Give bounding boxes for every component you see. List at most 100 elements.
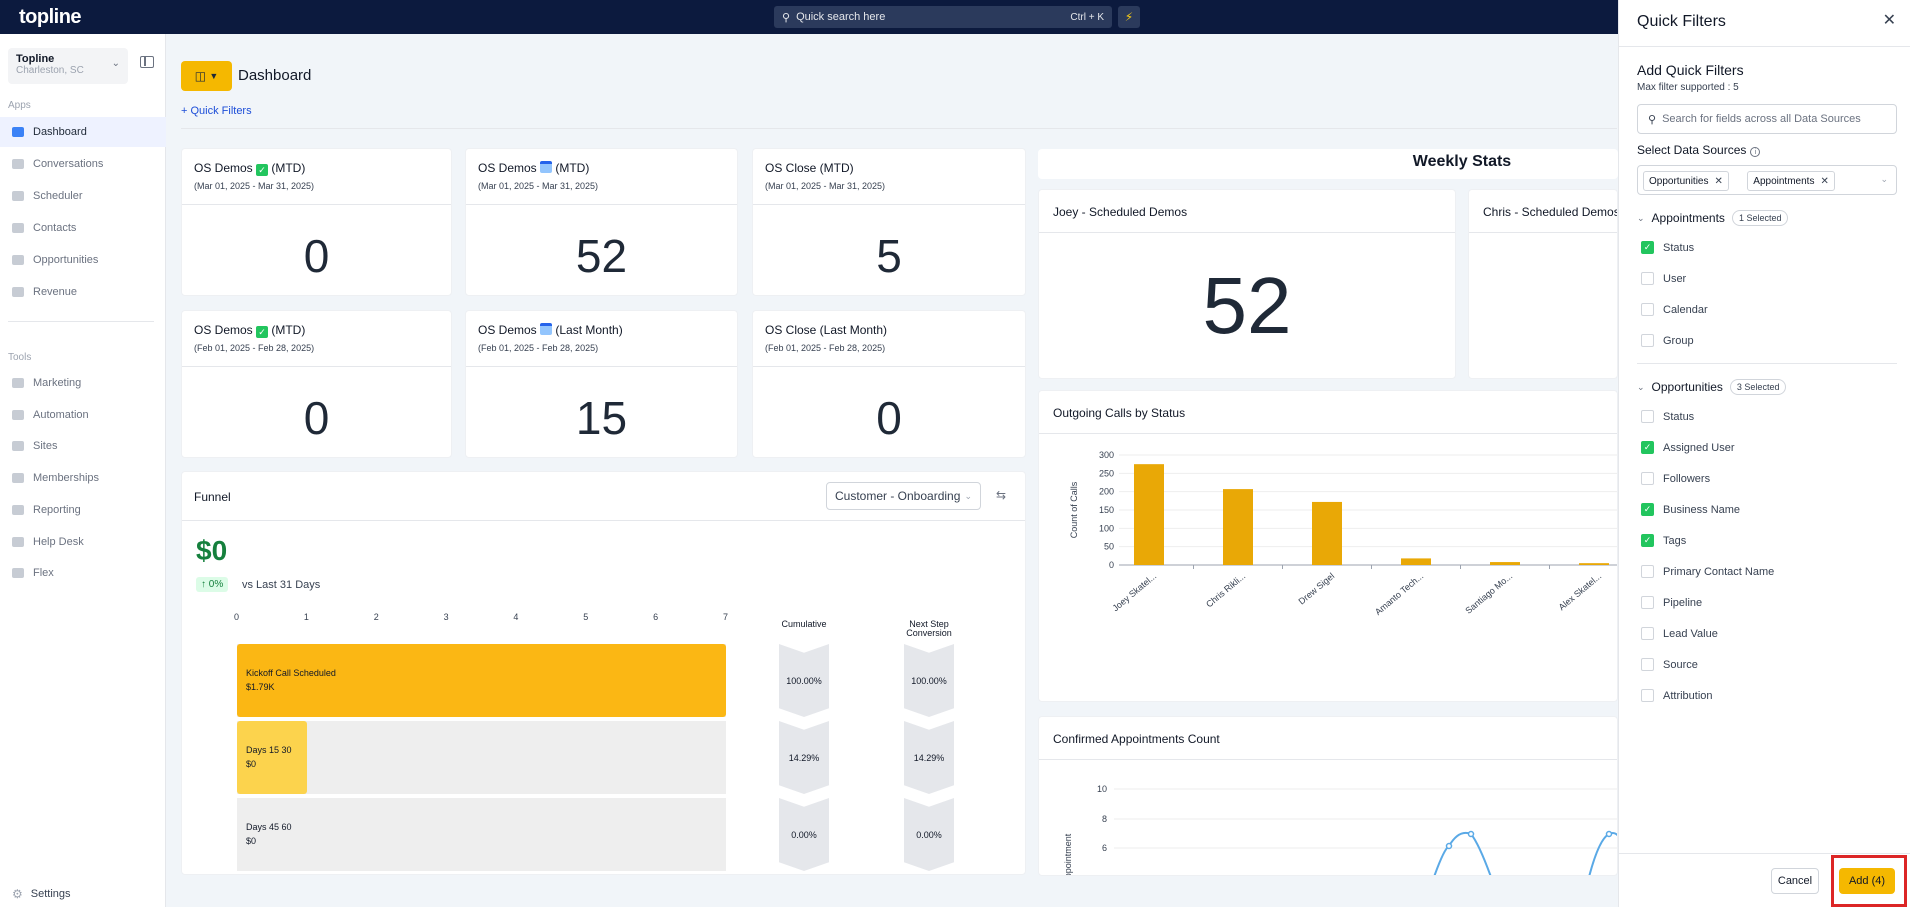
sidebar-item-label: Revenue [33,286,78,298]
checkbox[interactable] [1641,627,1654,640]
funnel-bar[interactable] [237,644,726,717]
filter-field-option[interactable]: ✓ Status [1641,241,1694,254]
dashboard-switcher-button[interactable]: ◫ ▼ [181,61,232,91]
card-title-text: OS Close (Last Month) [765,323,888,337]
sidebar-item-help-desk[interactable]: Help Desk [0,527,166,557]
sidebar-item-flex[interactable]: Flex [0,558,166,588]
chart-title: Outgoing Calls by Status [1053,406,1186,420]
sidebar-item-reporting[interactable]: Reporting [0,495,166,525]
filter-field-option[interactable]: Calendar [1641,303,1708,316]
filter-field-option[interactable]: User [1641,272,1686,285]
filter-field-option[interactable]: ✓ Tags [1641,534,1686,547]
filter-field-option[interactable]: Group [1641,334,1694,347]
pipeline-select-value: Customer - Onboarding [835,489,961,503]
filter-field-option[interactable]: ✓ Business Name [1641,503,1740,516]
y-tick-label: 10 [1097,784,1107,794]
y-tick-label: 6 [1102,843,1107,853]
lightning-icon[interactable]: ⚡ [1118,6,1140,28]
y-axis-label: Count of Calls [1069,481,1079,538]
card-divider [466,366,737,367]
sidebar-item-label: Memberships [33,472,100,485]
card-date-range: (Mar 01, 2025 - Mar 31, 2025) [765,181,886,191]
checkbox[interactable] [1641,658,1654,671]
drawer-title: Quick Filters [1637,13,1726,30]
close-icon[interactable]: ✕ [1714,175,1723,187]
close-icon[interactable]: ✕ [1882,12,1896,29]
filter-group-header[interactable]: ⌄ Opportunities 3 Selected [1637,379,1787,395]
filter-field-option[interactable]: Source [1641,658,1698,671]
checkbox[interactable] [1641,410,1654,423]
card-divider [1469,232,1617,233]
sidebar-item-label: Conversations [33,158,104,170]
card-date-range: (Mar 01, 2025 - Mar 31, 2025) [194,181,315,191]
field-search-input[interactable]: ⚲ Search for fields across all Data Sour… [1637,104,1897,134]
group-divider [1637,363,1897,364]
checkbox[interactable] [1641,472,1654,485]
filter-field-label: Pipeline [1663,596,1703,609]
checkbox[interactable] [1641,334,1654,347]
card-title-text: OS Demos [194,323,257,337]
close-icon[interactable]: ✕ [1820,175,1829,187]
quick-filters-link[interactable]: + Quick Filters [181,105,252,117]
data-sources-select[interactable]: Opportunities ✕ Appointments ✕ ⌄ [1637,165,1897,195]
axis-tick-label: 0 [234,612,240,622]
filter-field-option[interactable]: Status [1641,410,1694,423]
filter-group-header[interactable]: ⌄ Appointments 1 Selected [1637,210,1789,226]
sidebar-item-label: Contacts [33,222,77,234]
filter-field-option[interactable]: ✓ Assigned User [1641,441,1735,454]
sidebar-item-dashboard[interactable]: Dashboard [0,117,166,147]
card-divider [1039,759,1617,760]
pipeline-select[interactable]: Customer - Onboarding ⌄ [826,482,981,510]
filter-field-option[interactable]: Pipeline [1641,596,1702,609]
sidebar-item-label: Sites [33,440,58,453]
add-quick-filters-heading: Add Quick Filters [1637,62,1744,78]
sidebar-item-settings[interactable]: ⚙ Settings [12,887,71,901]
info-icon[interactable]: i [1750,147,1761,157]
data-sources-label-text: Select Data Sources [1637,143,1747,157]
checkbox[interactable] [1641,565,1654,578]
card-title-suffix: (Last Month) [552,323,623,337]
chart-bar [1401,558,1431,565]
sidebar-item-revenue[interactable]: Revenue [0,277,166,307]
funnel-bar[interactable] [237,721,307,794]
filter-field-option[interactable]: Attribution [1641,689,1713,702]
checkbox[interactable] [1641,689,1654,702]
stat-card: OS Demos (MTD) (Mar 01, 2025 - Mar 31, 20… [465,148,738,296]
sidebar-item-sites[interactable]: Sites [0,431,166,461]
stage-name: Kickoff Call Scheduled [246,668,336,678]
data-source-chip[interactable]: Appointments ✕ [1747,171,1835,191]
cancel-button[interactable]: Cancel [1771,868,1819,894]
checkbox[interactable]: ✓ [1641,241,1654,254]
axis-tick-label: 6 [653,612,659,622]
sidebar-item-automation[interactable]: Automation [0,400,166,430]
filter-field-option[interactable]: Followers [1641,472,1710,485]
checkbox[interactable]: ✓ [1641,503,1654,516]
sidebar-item-opportunities[interactable]: Opportunities [0,245,166,275]
checkbox[interactable]: ✓ [1641,441,1654,454]
sidebar-item-memberships[interactable]: Memberships [0,463,166,493]
location-switcher[interactable]: Topline Charleston, SC ⌄ [8,48,128,84]
sidebar-item-marketing[interactable]: Marketing [0,368,166,398]
add-filters-button[interactable]: Add (4) [1839,868,1895,894]
filter-settings-icon[interactable]: ⇆ [996,488,1007,502]
collapse-sidebar-icon[interactable] [140,56,154,68]
weekly-stats-header: Weekly Stats [1038,149,1618,179]
change-badge: ↑ 0% [196,577,229,592]
quick-search-input[interactable]: ⚲ Quick search here Ctrl + K [774,6,1112,28]
filter-group-name: Opportunities [1651,380,1723,394]
nav-icon [12,223,24,233]
checkbox[interactable]: ✓ [1641,534,1654,547]
filter-field-option[interactable]: Lead Value [1641,627,1718,640]
funnel-bar-track [237,721,726,794]
sidebar-item-conversations[interactable]: Conversations [0,149,166,179]
sidebar-item-scheduler[interactable]: Scheduler [0,181,166,211]
data-source-chip[interactable]: Opportunities ✕ [1643,171,1729,191]
checkbox[interactable] [1641,596,1654,609]
footer-divider [1619,853,1910,854]
checkbox[interactable] [1641,272,1654,285]
checkbox[interactable] [1641,303,1654,316]
filter-field-option[interactable]: Primary Contact Name [1641,565,1774,578]
page-title: Dashboard [238,67,312,84]
app-logo[interactable]: topline [19,5,82,28]
sidebar-item-contacts[interactable]: Contacts [0,213,166,243]
